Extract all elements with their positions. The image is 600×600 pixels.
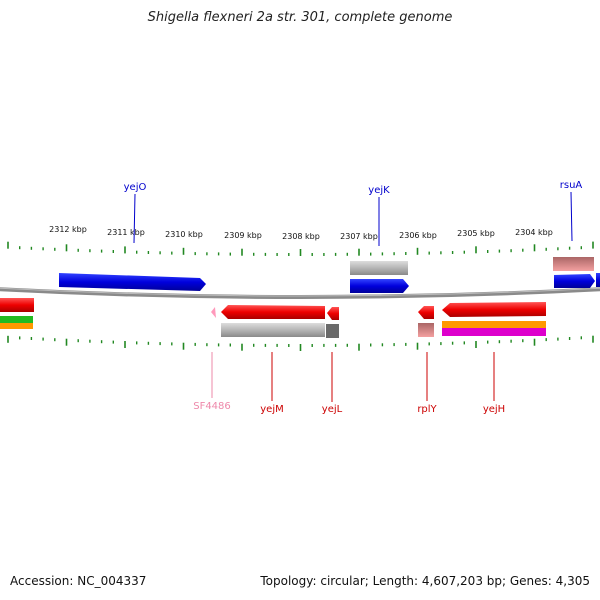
reverse-feature-yejM[interactable]: [221, 305, 325, 319]
reverse-feature-rplY[interactable]: [418, 306, 434, 319]
forward-feature-rsuA[interactable]: [554, 274, 595, 288]
kbp-label: 2309 kbp: [224, 231, 262, 240]
kbp-axis-labels: 2312 kbp 2311 kbp 2310 kbp 2309 kbp 2308…: [49, 225, 553, 241]
dark-grey-feature-yejL[interactable]: [326, 324, 339, 338]
lower-tick-track: [7, 335, 594, 351]
magenta-feature-yejH[interactable]: [442, 328, 546, 336]
orange-feature-left-edge[interactable]: [0, 323, 33, 329]
grey-feature-rsuA[interactable]: [553, 257, 594, 271]
forward-feature-yejK[interactable]: [350, 279, 409, 293]
gene-label-yejO[interactable]: yejO: [124, 182, 147, 193]
genome-backbone: [0, 287, 600, 299]
forward-feature-yejO[interactable]: [59, 273, 206, 291]
genome-backbone-highlight: [0, 287, 600, 297]
kbp-label: 2310 kbp: [165, 230, 203, 239]
gene-label-yejM[interactable]: yejM: [260, 404, 283, 415]
gene-leader-lines: [133, 191, 573, 402]
gene-label-rplY[interactable]: rplY: [417, 404, 437, 415]
gene-label-yejL[interactable]: yejL: [322, 404, 343, 415]
reverse-feature-yejL[interactable]: [327, 307, 339, 320]
grey-feature-rplY[interactable]: [418, 323, 434, 337]
kbp-label: 2306 kbp: [399, 231, 437, 240]
kbp-label: 2312 kbp: [49, 225, 87, 234]
grey-feature-yejM[interactable]: [221, 323, 325, 337]
kbp-label: 2308 kbp: [282, 232, 320, 241]
kbp-label: 2304 kbp: [515, 228, 553, 237]
kbp-label: 2305 kbp: [457, 229, 495, 238]
gene-label-SF4486[interactable]: SF4486: [193, 401, 231, 412]
gene-label-rsuA[interactable]: rsuA: [560, 180, 583, 191]
reverse-feature-yejH[interactable]: [442, 302, 546, 317]
upper-tick-track: [7, 241, 594, 256]
forward-feature-edge[interactable]: [596, 273, 600, 287]
reverse-feature-SF4486[interactable]: [211, 307, 216, 318]
genome-title: Shigella flexneri 2a str. 301, complete …: [147, 10, 453, 25]
gene-label-yejH[interactable]: yejH: [483, 404, 505, 415]
green-feature-left-edge[interactable]: [0, 316, 33, 323]
orange-feature-yejH[interactable]: [442, 321, 546, 328]
kbp-label: 2311 kbp: [107, 228, 145, 237]
gene-label-yejK[interactable]: yejK: [368, 185, 390, 196]
kbp-label: 2307 kbp: [340, 232, 378, 241]
accession-text: Accession: NC_004337: [10, 574, 147, 588]
grey-feature-yejK[interactable]: [350, 261, 408, 275]
genome-summary-text: Topology: circular; Length: 4,607,203 bp…: [260, 574, 590, 588]
reverse-feature-left-edge[interactable]: [0, 298, 34, 312]
